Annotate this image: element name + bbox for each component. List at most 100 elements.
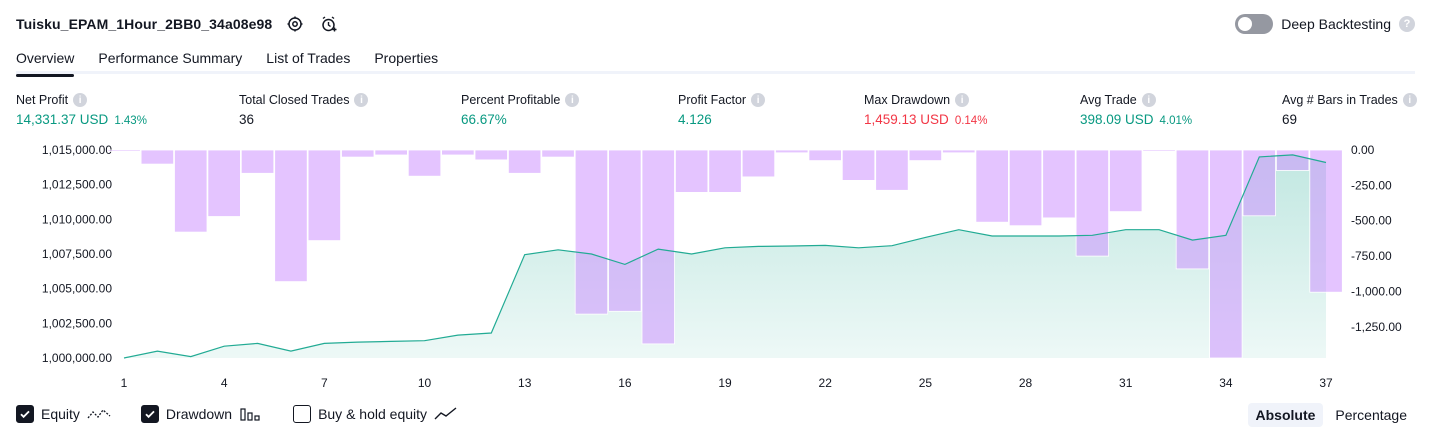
drawdown-bar[interactable]	[675, 149, 709, 193]
drawdown-bar[interactable]	[908, 149, 942, 162]
metric-percent: 0.14%	[954, 115, 988, 127]
y-right-tick-label: -1,250.00	[1351, 320, 1402, 334]
drawdown-bar[interactable]	[741, 149, 776, 178]
report-tabs: Overview Performance Summary List of Tra…	[16, 46, 1415, 77]
percentage-button[interactable]: Percentage	[1335, 407, 1407, 423]
drawdown-bar[interactable]	[274, 149, 308, 283]
drawdown-bar[interactable]	[140, 149, 175, 165]
drawdown-bar[interactable]	[942, 149, 976, 154]
metric-profit-factor: Profit Factor i 4.126	[678, 93, 766, 127]
settings-gear-icon[interactable]	[284, 13, 306, 35]
y-left-tick-label: 1,002,500.00	[42, 316, 112, 330]
absolute-button[interactable]: Absolute	[1247, 403, 1324, 427]
metric-label: Net Profit	[16, 93, 69, 107]
x-tick-label: 10	[418, 376, 432, 390]
drawdown-bar[interactable]	[608, 149, 642, 312]
y-right-tick-label: -250.00	[1351, 178, 1392, 192]
equity-checkbox[interactable]	[16, 405, 34, 423]
drawdown-bar[interactable]	[975, 149, 1009, 223]
deep-backtesting: Deep Backtesting ?	[1235, 13, 1415, 35]
metric-label: Percent Profitable	[461, 93, 561, 107]
drawdown-bar[interactable]	[307, 149, 342, 241]
drawdown-bar[interactable]	[1075, 149, 1109, 257]
metric-net-profit: Net Profit i 14,331.37 USD 1.43%	[16, 93, 147, 127]
drawdown-bar[interactable]	[107, 149, 141, 152]
buy-hold-label: Buy & hold equity	[318, 406, 428, 422]
drawdown-bar[interactable]	[641, 149, 675, 345]
metric-label: Total Closed Trades	[239, 93, 350, 107]
drawdown-bar[interactable]	[1042, 149, 1076, 219]
x-tick-label: 4	[221, 376, 228, 390]
drawdown-bar[interactable]	[1309, 149, 1343, 293]
drawdown-bar[interactable]	[174, 149, 208, 233]
drawdown-bar[interactable]	[1008, 149, 1043, 227]
drawdown-checkbox[interactable]	[140, 405, 159, 423]
drawdown-bar[interactable]	[775, 149, 809, 154]
info-icon[interactable]: i	[1141, 93, 1156, 107]
buy-hold-checkbox[interactable]	[293, 405, 312, 423]
help-icon[interactable]: ?	[1399, 16, 1415, 32]
drawdown-bar[interactable]	[1175, 149, 1210, 270]
drawdown-bar[interactable]	[507, 149, 542, 174]
metric-value: 36	[239, 112, 255, 127]
y-right-tick-label: -1,000.00	[1351, 284, 1402, 298]
drawdown-bar[interactable]	[808, 149, 842, 162]
add-alert-clock-icon[interactable]	[318, 13, 340, 35]
drawdown-bar[interactable]	[875, 149, 909, 191]
deep-backtesting-toggle[interactable]	[1235, 14, 1274, 34]
legend-equity[interactable]: Equity	[16, 405, 111, 423]
metric-avg-trade: Avg Trade i 398.09 USD 4.01%	[1080, 93, 1192, 127]
x-tick-label: 34	[1219, 376, 1233, 390]
info-icon[interactable]: i	[955, 93, 970, 107]
tab-performance-summary[interactable]: Performance Summary	[98, 50, 243, 66]
drawdown-bar[interactable]	[341, 149, 375, 158]
x-tick-label: 1	[121, 376, 128, 390]
drawdown-bars-icon	[240, 408, 260, 421]
info-icon[interactable]: i	[73, 93, 88, 107]
drawdown-bar[interactable]	[407, 149, 442, 177]
equity-area	[124, 154, 1326, 358]
metric-percent: 4.01%	[1159, 115, 1193, 127]
x-tick-label: 28	[1019, 376, 1033, 390]
strategy-title: Tuisku_EPAM_1Hour_2BB0_34a08e98	[16, 16, 273, 32]
drawdown-bar[interactable]	[574, 149, 609, 315]
legend-drawdown[interactable]: Drawdown	[140, 405, 263, 423]
info-icon[interactable]: i	[751, 93, 766, 107]
metric-label: Avg Trade	[1080, 93, 1137, 107]
drawdown-bar[interactable]	[207, 149, 241, 217]
drawdown-bar[interactable]	[1109, 149, 1143, 212]
tab-overview[interactable]: Overview	[16, 46, 75, 77]
drawdown-bar[interactable]	[541, 149, 575, 158]
x-tick-label: 31	[1119, 376, 1133, 390]
drawdown-bar[interactable]	[1142, 149, 1176, 152]
drawdown-bar[interactable]	[441, 149, 475, 156]
drawdown-label: Drawdown	[165, 406, 233, 422]
metric-value: 69	[1282, 112, 1298, 127]
equity-line[interactable]	[123, 154, 1327, 359]
y-right-tick-label: 0.00	[1351, 143, 1375, 157]
drawdown-bar[interactable]	[841, 149, 876, 181]
metric-percent-profitable: Percent Profitable i 66.67%	[461, 93, 580, 127]
drawdown-bar[interactable]	[1276, 149, 1310, 171]
buy-hold-line-icon	[434, 407, 457, 420]
chart-legend: Equity Drawdown Buy & hold equity	[16, 404, 488, 424]
tab-list-of-trades[interactable]: List of Trades	[266, 50, 351, 66]
x-tick-label: 7	[321, 376, 328, 390]
info-icon[interactable]: i	[565, 93, 580, 107]
drawdown-bar[interactable]	[240, 149, 275, 174]
metric-avg-bars: Avg # Bars in Trades i 69	[1282, 93, 1417, 127]
y-left-tick-label: 1,005,000.00	[42, 282, 112, 296]
legend-buy-hold[interactable]: Buy & hold equity	[293, 405, 458, 423]
metric-value: 398.09 USD	[1080, 112, 1154, 127]
drawdown-bar[interactable]	[474, 149, 508, 161]
tab-properties[interactable]: Properties	[374, 50, 439, 66]
info-icon[interactable]: i	[1402, 93, 1417, 107]
drawdown-bar[interactable]	[374, 149, 408, 156]
y-left-tick-label: 1,007,500.00	[42, 247, 112, 261]
metric-label: Avg # Bars in Trades	[1282, 93, 1398, 107]
drawdown-bar[interactable]	[1209, 149, 1243, 359]
drawdown-bar[interactable]	[708, 149, 742, 193]
info-icon[interactable]: i	[354, 93, 369, 107]
metric-max-drawdown: Max Drawdown i 1,459.13 USD 0.14%	[864, 93, 987, 127]
x-tick-label: 25	[919, 376, 933, 390]
